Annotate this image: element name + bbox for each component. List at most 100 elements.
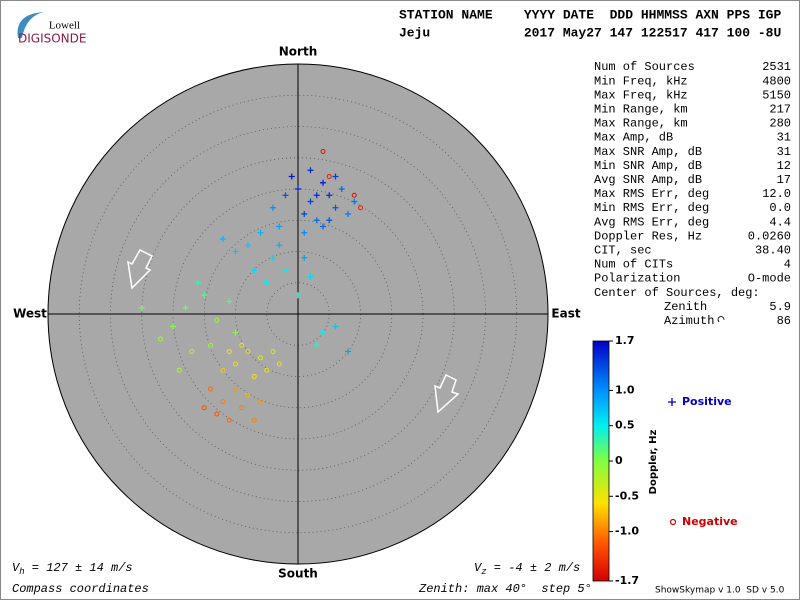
source-positive: [288, 173, 295, 180]
source-positive: [138, 304, 145, 311]
source-negative: [201, 405, 207, 411]
center-value: 86: [777, 314, 791, 328]
stat-label: Doppler Res, Hz: [594, 229, 702, 243]
source-positive: [195, 279, 201, 286]
motion-arrow: [434, 373, 460, 414]
stat-value: 12: [777, 159, 791, 173]
stat-label: CIT, sec: [594, 243, 652, 257]
source-positive: [257, 229, 264, 236]
source-negative: [226, 349, 232, 354]
source-positive: [332, 173, 339, 180]
source-negative: [270, 349, 276, 354]
source-positive: [313, 217, 320, 224]
source-positive: [282, 192, 289, 199]
source-positive: [326, 192, 333, 199]
source-negative: [276, 361, 282, 367]
east-label: East: [551, 307, 580, 321]
source-positive: [232, 329, 239, 336]
source-positive: [263, 279, 270, 286]
plot: [47, 63, 549, 565]
source-negative: [208, 342, 213, 348]
logo-bottom: DIGISONDE: [18, 32, 86, 46]
stat-value: 2531: [762, 60, 791, 74]
source-negative: [226, 417, 232, 423]
coords-label: Compass coordinates: [12, 582, 149, 596]
colorbar-label: Doppler, Hz: [648, 430, 659, 495]
stat-value: 4800: [762, 74, 791, 88]
azimuth-icon: [717, 316, 725, 323]
stat-value: 280: [769, 117, 791, 131]
source-positive: [313, 192, 320, 199]
stat-value: 17: [777, 173, 791, 187]
north-label: North: [279, 45, 317, 59]
source-positive: [345, 348, 351, 355]
source-negative: [239, 405, 245, 411]
source-negative: [189, 349, 195, 354]
source-positive: [251, 267, 258, 274]
source-positive: [345, 211, 351, 217]
source-positive: [170, 323, 176, 330]
source-negative: [258, 399, 263, 404]
source-negative: [233, 361, 238, 367]
source-positive: [270, 254, 276, 261]
source-positive: [326, 217, 333, 224]
stat-value: 217: [769, 102, 791, 116]
stat-label: Avg SNR Amp, dB: [594, 173, 702, 187]
center-value: 5.9: [769, 300, 791, 314]
stat-label: Max Amp, dB: [594, 131, 673, 145]
west-label: West: [13, 307, 47, 321]
colorbar-tick-label: 0.5: [615, 419, 635, 432]
legend-negative: Negative: [682, 515, 738, 528]
source-negative: [251, 374, 257, 379]
stat-value: 31: [777, 131, 791, 145]
stat-label: Num of CITs: [594, 258, 673, 272]
colorbar: [592, 340, 610, 582]
stat-label: Min RMS Err, deg: [594, 201, 709, 215]
header-columns: STATION NAME YYYY DATE DDD HHMMSS AXN PP…: [399, 7, 781, 22]
source-negative: [208, 386, 213, 392]
source-positive: [320, 223, 326, 230]
stat-label: Min Range, km: [594, 102, 688, 116]
source-positive: [351, 198, 358, 205]
legend-positive-marker: [668, 398, 676, 406]
source-positive: [201, 292, 208, 299]
colorbar-tick-label: -0.5: [615, 489, 639, 502]
source-positive: [270, 204, 276, 211]
source-negative: [251, 417, 257, 423]
colorbar-tick-label: 0: [615, 454, 623, 467]
stat-value: 0.0260: [748, 229, 791, 243]
source-positive: [245, 242, 251, 249]
source-negative: [245, 349, 251, 354]
source-negative: [258, 355, 263, 361]
stat-label: Max Range, km: [594, 117, 688, 131]
center-label: Zenith: [664, 300, 707, 314]
stat-value: 12.0: [762, 187, 791, 201]
source-positive: [301, 211, 308, 217]
source-negative: [233, 386, 238, 392]
legend-negative-marker: [669, 518, 677, 526]
source-positive: [182, 304, 189, 311]
colorbar-tick-label: -1.7: [615, 574, 639, 587]
stat-label: Max RMS Err, deg: [594, 187, 709, 201]
source-negative: [320, 149, 326, 154]
source-negative: [220, 367, 226, 373]
stats-table: Num of Sources 2531 Min Freq, kHz 4800 Max F…: [594, 60, 791, 328]
source-negative: [214, 317, 220, 323]
source-positive: [276, 242, 283, 249]
source-positive: [313, 342, 320, 349]
stat-label: Avg RMS Err, deg: [594, 215, 709, 229]
source-positive: [332, 323, 339, 330]
south-label: South: [278, 567, 318, 581]
source-positive: [301, 229, 308, 236]
stat-label: Max SNR Amp, dB: [594, 145, 702, 159]
stat-value: 5150: [762, 88, 791, 102]
source-positive: [307, 167, 314, 174]
logo-top: Lowell: [49, 20, 80, 32]
stat-label: Polarization: [594, 272, 680, 286]
stat-value: 4: [784, 258, 791, 272]
source-positive: [307, 198, 314, 205]
source-positive: [295, 292, 301, 299]
zenith-label: Zenith: max 40° step 5°: [418, 582, 592, 596]
logo-swoosh: [17, 12, 44, 38]
source-positive: [220, 236, 226, 242]
